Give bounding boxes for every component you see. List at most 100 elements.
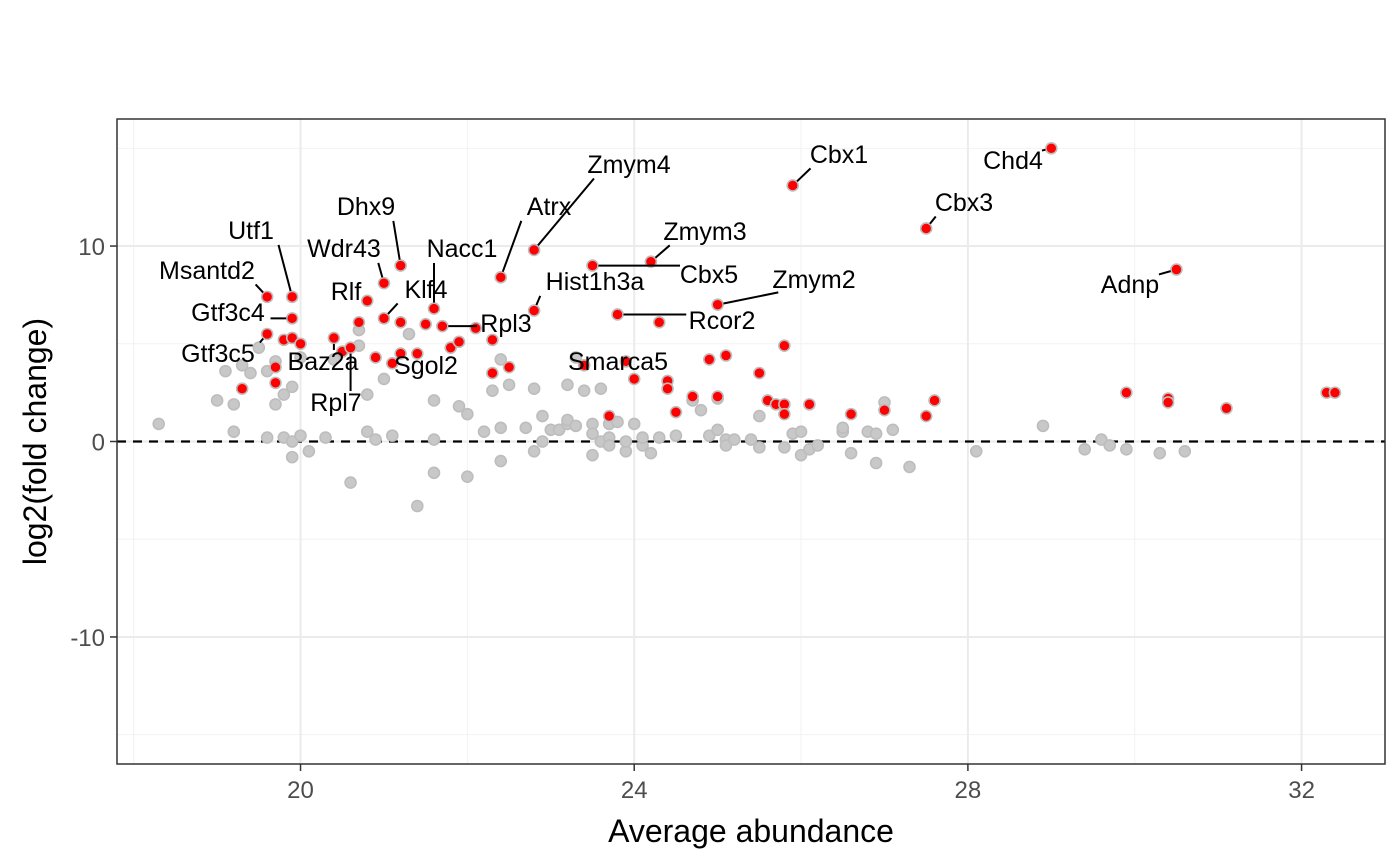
point-not-significant	[744, 433, 758, 446]
point-not-significant	[561, 378, 574, 392]
point-significant	[377, 312, 391, 325]
gene-label: Gtf3c4	[191, 299, 265, 327]
point-significant	[394, 315, 407, 329]
point-not-significant	[260, 431, 274, 444]
point-significant	[285, 290, 299, 304]
point-significant	[928, 394, 941, 407]
label-leader-line	[377, 262, 384, 278]
point-not-significant	[969, 444, 983, 458]
point-not-significant	[611, 415, 624, 429]
y-axis-title: log2(fold change)	[17, 318, 53, 565]
point-not-significant	[619, 435, 633, 448]
point-significant	[486, 333, 499, 347]
point-significant	[527, 304, 541, 317]
label-leader-line	[254, 283, 264, 294]
point-not-significant	[252, 341, 266, 354]
label-leader-line	[501, 220, 523, 273]
point-not-significant	[869, 456, 883, 470]
point-not-significant	[702, 429, 716, 442]
point-not-significant	[1103, 439, 1117, 452]
point-significant	[586, 259, 599, 272]
point-not-significant	[794, 425, 808, 439]
gene-label: Chd4	[983, 147, 1043, 175]
point-not-significant	[694, 403, 708, 417]
point-significant	[369, 351, 382, 364]
point-not-significant	[461, 470, 474, 483]
gene-label: Nacc1	[427, 235, 498, 263]
point-significant	[502, 360, 516, 374]
label-leader-line	[537, 177, 595, 246]
point-not-significant	[285, 450, 299, 464]
point-not-significant	[728, 433, 741, 446]
point-significant	[753, 366, 766, 380]
point-not-significant	[494, 421, 508, 435]
gene-label: Utf1	[228, 217, 274, 245]
point-significant	[269, 376, 282, 390]
point-not-significant	[494, 353, 508, 366]
point-significant	[844, 407, 858, 421]
point-significant	[1120, 386, 1133, 399]
point-significant	[669, 405, 683, 419]
point-not-significant	[227, 425, 241, 439]
point-significant	[1220, 401, 1233, 415]
point-not-significant	[669, 429, 683, 442]
point-not-significant	[294, 351, 307, 364]
label-leader-line	[387, 302, 399, 315]
point-not-significant	[569, 351, 583, 364]
gene-label: Cbx5	[680, 261, 738, 289]
label-leader-line	[259, 337, 264, 344]
point-significant	[260, 327, 274, 341]
point-not-significant	[319, 431, 332, 444]
point-significant	[436, 319, 449, 333]
point-significant	[385, 357, 399, 370]
point-not-significant	[794, 448, 808, 462]
x-tick-label: 24	[621, 777, 648, 804]
point-significant	[711, 390, 724, 403]
point-not-significant	[360, 388, 374, 401]
gene-label: Rpl3	[480, 310, 531, 338]
point-significant	[285, 331, 299, 345]
point-not-significant	[753, 441, 766, 454]
gene-label: Gtf3c5	[181, 340, 255, 368]
point-not-significant	[235, 358, 249, 372]
point-significant	[327, 331, 341, 345]
gene-labels: Chd4 Cbx1 Cbx3 Zmym4 Atrx Dhx9 Zmym3 Utf1 Wdr43 N…	[159, 141, 1171, 417]
gene-label: Zmym3	[663, 218, 746, 246]
gene-label: Atrx	[527, 193, 572, 221]
point-not-significant	[277, 388, 291, 401]
point-not-significant	[778, 441, 791, 454]
point-not-significant	[486, 384, 499, 397]
point-not-significant	[1153, 446, 1167, 460]
point-significant	[778, 407, 791, 421]
point-not-significant	[427, 394, 441, 407]
point-significant	[285, 312, 299, 325]
point-not-significant	[1120, 443, 1133, 456]
point-not-significant	[636, 431, 649, 444]
point-not-significant	[811, 439, 825, 452]
point-not-significant	[594, 382, 608, 396]
point-not-significant	[219, 364, 232, 378]
point-not-significant	[227, 398, 241, 411]
point-not-significant	[360, 425, 374, 439]
point-not-significant	[302, 444, 316, 458]
point-significant	[235, 382, 249, 396]
point-significant	[360, 294, 374, 308]
point-not-significant	[1078, 443, 1091, 456]
label-leader-line	[392, 220, 401, 260]
point-not-significant	[561, 413, 574, 427]
gene-label: Cbx3	[935, 189, 993, 217]
gene-label: Zmym2	[772, 266, 855, 294]
point-not-significant	[377, 372, 391, 386]
point-significant	[419, 317, 432, 331]
point-significant	[919, 409, 933, 423]
point-not-significant	[427, 433, 441, 446]
point-not-significant	[344, 476, 357, 489]
points	[152, 142, 1342, 513]
x-tick-label: 20	[287, 777, 314, 804]
point-significant	[1045, 142, 1058, 155]
point-significant	[1170, 263, 1183, 276]
gene-label: Rpl7	[310, 389, 361, 417]
point-not-significant	[427, 466, 441, 480]
point-not-significant	[527, 382, 541, 396]
label-leader-line	[654, 244, 671, 259]
